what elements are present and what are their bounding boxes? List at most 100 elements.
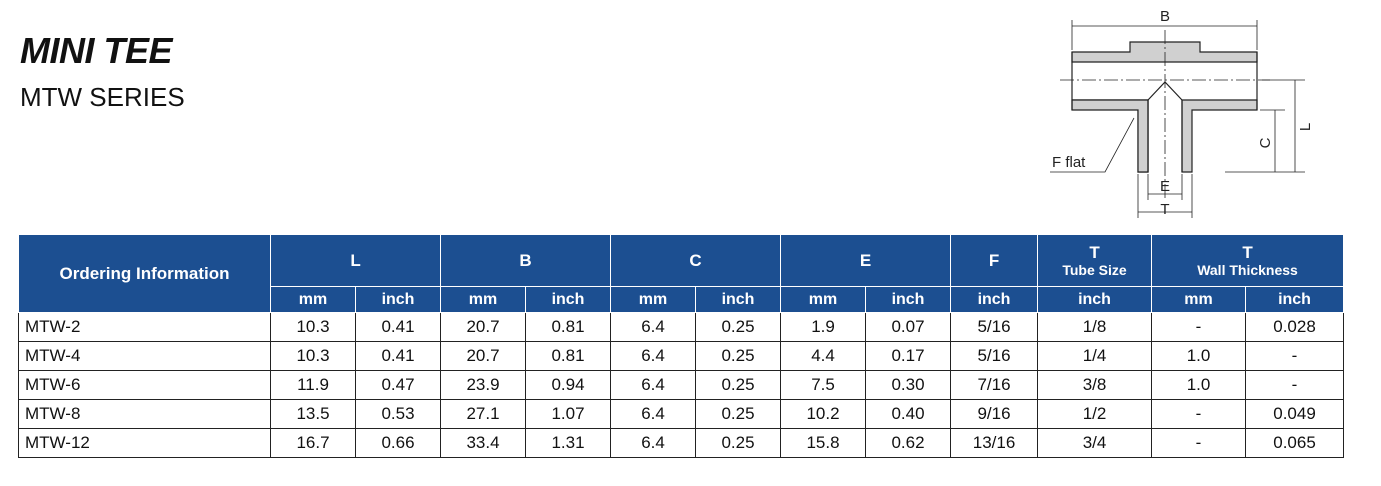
cell: 0.17	[865, 341, 952, 371]
part-number: MTW-4	[18, 341, 271, 371]
cell: 6.4	[610, 312, 697, 342]
cell: 5/16	[950, 341, 1039, 371]
part-number: MTW-8	[18, 399, 271, 429]
cell: 0.53	[354, 399, 442, 429]
unit-header: mm	[780, 286, 867, 313]
cell: 20.7	[440, 341, 527, 371]
cell: 11.9	[270, 370, 356, 400]
cell: 0.62	[865, 428, 952, 458]
title: MINI TEE	[20, 30, 173, 71]
group-label: T	[1089, 242, 1100, 262]
cell: 0.049	[1245, 399, 1345, 429]
table-row: MTW-4 10.3 0.41 20.7 0.81 6.4 0.25 4.4 0.17 5/16 1…	[18, 341, 1345, 371]
dim-label: L	[1297, 123, 1314, 131]
table-row: MTW-8 13.5 0.53 27.1 1.07 6.4 0.25 10.2 0.40 9/16…	[18, 399, 1345, 429]
dim-label: E	[1160, 178, 1170, 195]
cell: 6.4	[610, 428, 697, 458]
cell: 10.3	[270, 341, 356, 371]
cell: 3/4	[1037, 428, 1153, 458]
cell: 16.7	[270, 428, 356, 458]
cell: 4.4	[780, 341, 867, 371]
group-header: E	[780, 234, 952, 287]
cell: 0.25	[695, 370, 782, 400]
subtitle: MTW SERIES	[20, 82, 185, 112]
cell: 20.7	[440, 312, 527, 342]
cell: 6.4	[610, 341, 697, 371]
table-row: MTW-6 11.9 0.47 23.9 0.94 6.4 0.25 7.5 0.30 7/16 3…	[18, 370, 1345, 400]
group-label: L	[350, 250, 361, 270]
group-header: C	[610, 234, 782, 287]
group-label: T	[1242, 242, 1253, 262]
group-label: C	[689, 250, 702, 270]
group-header: L	[269, 234, 442, 287]
group-label: F	[988, 250, 1000, 270]
cell: 1.0	[1151, 341, 1247, 371]
group-header: F	[950, 234, 1039, 287]
group-header: B	[440, 234, 612, 287]
cell: 0.47	[354, 370, 442, 400]
unit-header: mm	[610, 286, 697, 313]
part-number: MTW-6	[18, 370, 271, 400]
table-row: MTW-12 16.7 0.66 33.4 1.31 6.4 0.25 15.8 0.62 13/…	[18, 428, 1345, 458]
group-sublabel: Wall Thickness	[1197, 261, 1298, 278]
cell: 6.4	[610, 399, 697, 429]
cell: 5/16	[950, 312, 1039, 342]
cell: -	[1245, 370, 1345, 400]
cell: 1/8	[1037, 312, 1153, 342]
unit-header: inch	[1245, 286, 1345, 313]
cell: 1.0	[1151, 370, 1247, 400]
part-number: MTW-12	[18, 428, 271, 458]
cell: 0.028	[1245, 312, 1345, 342]
cell: 0.40	[865, 399, 952, 429]
group-label: E	[859, 250, 872, 270]
unit-header: inch	[865, 286, 952, 313]
cell: 10.2	[780, 399, 867, 429]
unit-header: mm	[270, 286, 356, 313]
unit-header: inch	[525, 286, 612, 313]
group-label: B	[519, 250, 532, 270]
cell: 0.065	[1245, 428, 1345, 458]
group-header: T Tube Size	[1037, 234, 1153, 287]
cell: 6.4	[610, 370, 697, 400]
cell: 33.4	[440, 428, 527, 458]
cell: 0.41	[354, 341, 442, 371]
unit-header: mm	[440, 286, 527, 313]
cell: 0.25	[695, 428, 782, 458]
cell: 0.66	[354, 428, 442, 458]
dim-label: B	[1160, 8, 1170, 25]
cell: -	[1151, 399, 1247, 429]
cell: 1.31	[525, 428, 612, 458]
cell: 23.9	[440, 370, 527, 400]
cell: 0.25	[695, 341, 782, 371]
cell: 0.07	[865, 312, 952, 342]
unit-header: inch	[354, 286, 442, 313]
cell: 0.41	[354, 312, 442, 342]
cell: -	[1245, 341, 1345, 371]
cell: 0.30	[865, 370, 952, 400]
cell: 0.25	[695, 399, 782, 429]
unit-header: inch	[950, 286, 1039, 313]
dim-label: C	[1257, 137, 1274, 148]
cell: 15.8	[780, 428, 867, 458]
cell: 1/4	[1037, 341, 1153, 371]
cell: -	[1151, 428, 1247, 458]
dim-label: T	[1160, 201, 1169, 218]
cell: 1/2	[1037, 399, 1153, 429]
cell: 10.3	[270, 312, 356, 342]
cell: 1.9	[780, 312, 867, 342]
cell: 13/16	[950, 428, 1039, 458]
unit-header: inch	[1037, 286, 1153, 313]
cell: 13.5	[270, 399, 356, 429]
cell: 0.81	[525, 312, 612, 342]
unit-header: inch	[695, 286, 782, 313]
cell: 3/8	[1037, 370, 1153, 400]
cell: 7/16	[950, 370, 1039, 400]
cell: -	[1151, 312, 1247, 342]
dim-label: F flat	[1052, 154, 1086, 171]
table-row: MTW-2 10.3 0.41 20.7 0.81 6.4 0.25 1.9 0.07 5/16 1…	[18, 312, 1345, 342]
cell: 9/16	[950, 399, 1039, 429]
group-sublabel: Tube Size	[1062, 261, 1127, 278]
part-number: MTW-2	[18, 312, 271, 342]
group-header: Ordering Information	[18, 234, 271, 313]
